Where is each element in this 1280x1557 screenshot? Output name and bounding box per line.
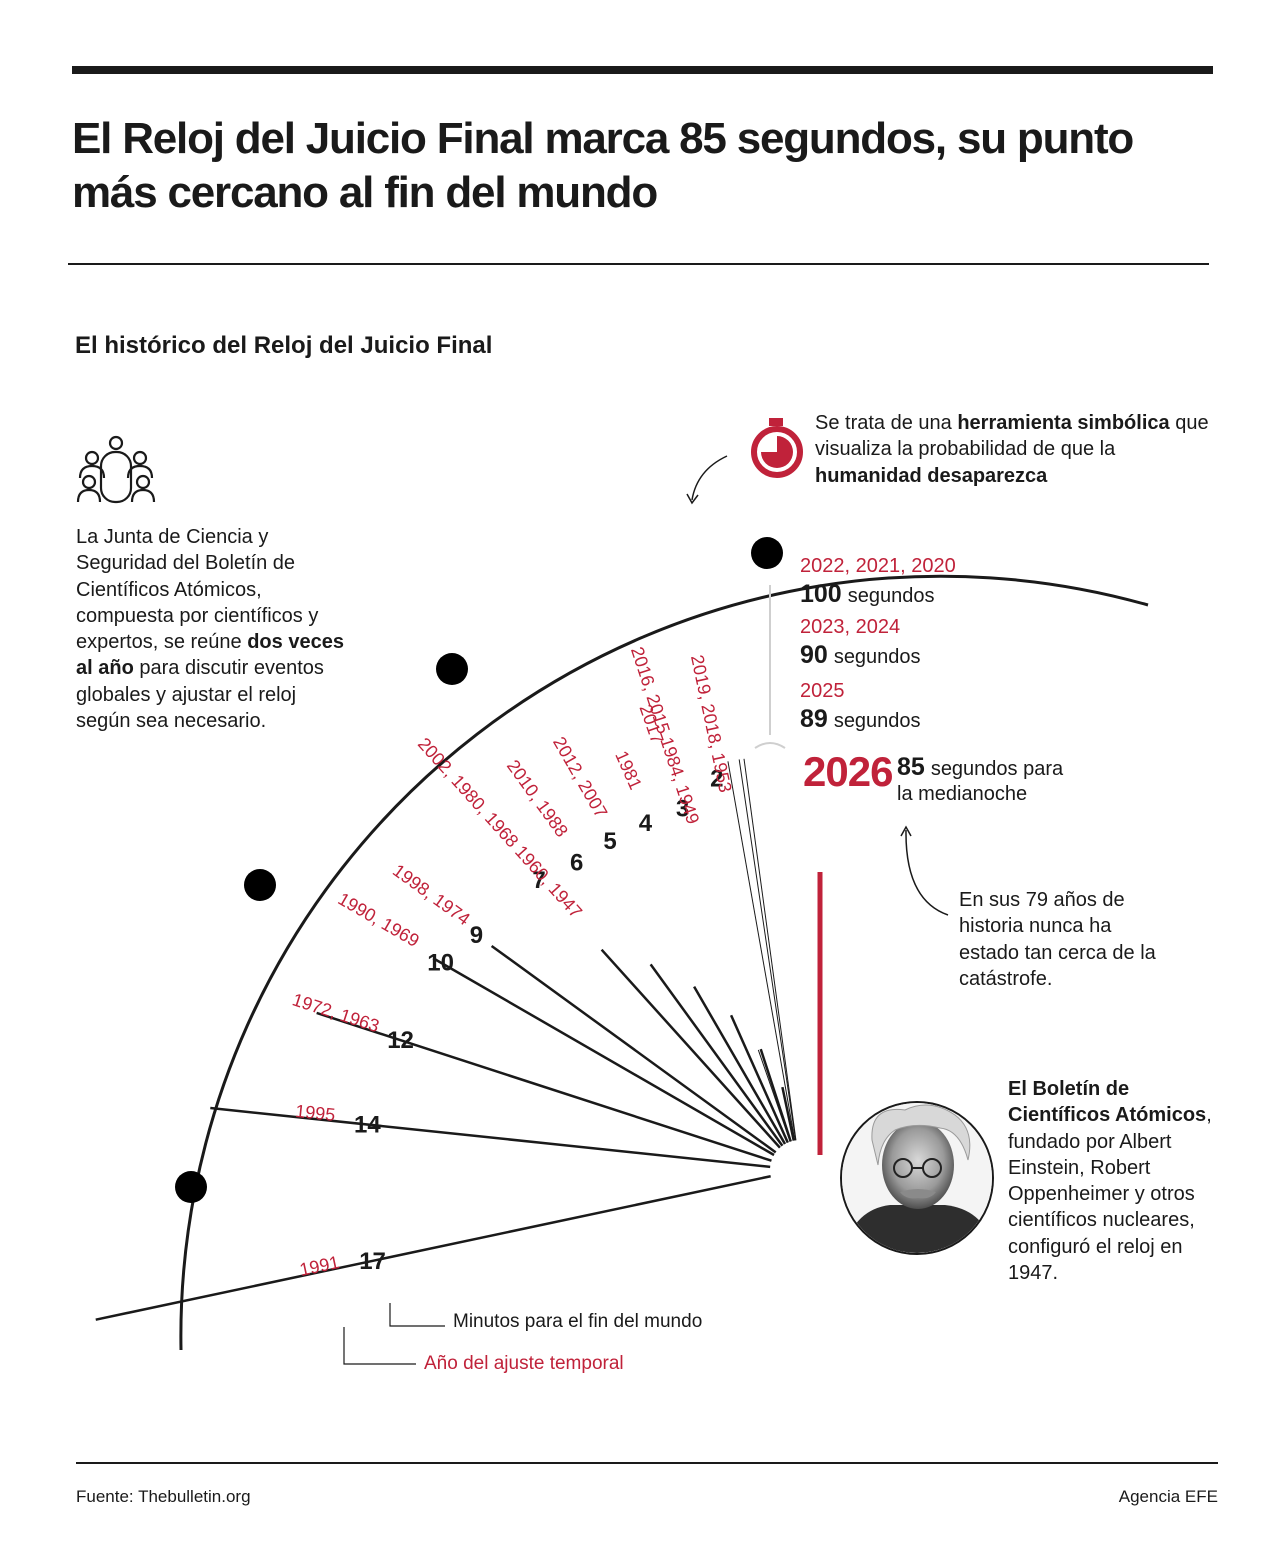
minutes-hand [781, 1086, 795, 1141]
minutes-hand [693, 985, 787, 1145]
minutes-hand [729, 1014, 789, 1144]
legend-minutes: Minutos para el fin del mundo [453, 1311, 702, 1332]
intro-text: La Junta de Ciencia y Seguridad del Bole… [76, 524, 346, 734]
intro-part: La Junta de Ciencia y Seguridad del Bole… [76, 526, 319, 654]
year-label: 1972, 1963 [290, 989, 382, 1036]
minutes-label: 4 [639, 810, 653, 837]
minutes-label: 14 [354, 1112, 381, 1139]
top-rule [72, 66, 1213, 74]
seconds-value-2: 90 segundos [800, 641, 921, 669]
minutes-hand [490, 944, 777, 1154]
seconds-hand [743, 758, 797, 1141]
minutes-hand [210, 1106, 771, 1169]
tool_note-part: humanidad desaparezca [815, 464, 1048, 487]
minutes-label: 2 [710, 766, 723, 793]
minutes-hand [95, 1175, 771, 1321]
seconds-hand [738, 759, 797, 1141]
year-label: 1998, 1974 [389, 860, 474, 929]
title-divider [68, 263, 1209, 265]
footer-divider [76, 1462, 1218, 1464]
tool_note-part: que visualiza la probabilidad de que la [815, 412, 1209, 461]
minutes-hand [757, 1049, 791, 1142]
history-note-arrowhead [900, 825, 912, 837]
minutes-label: 7 [532, 867, 545, 894]
minutes-label: 12 [387, 1027, 414, 1054]
minutes-label: 6 [570, 850, 583, 877]
minutes-hand [432, 957, 775, 1157]
minutes-label: 3 [676, 796, 689, 823]
intro-part: para discutir eventos globales y ajustar… [76, 657, 324, 733]
minutes-label: 10 [427, 950, 454, 977]
albert-einstein-portrait [840, 1101, 994, 1255]
clock-hands [95, 758, 797, 1321]
bulletin_note-part: , fundado por Albert Einstein, Robert Op… [1008, 1104, 1212, 1285]
legend: Minutos para el fin del mundo Año del aj… [343, 1303, 702, 1374]
seconds-annotations: 2022, 2021, 2020 100 segundos 2023, 2024 … [800, 555, 1064, 805]
meeting-people-icon [76, 435, 156, 504]
clock-tick-dot [244, 869, 276, 901]
year-label: 1995 [294, 1101, 336, 1125]
seconds-years-2: 2023, 2024 [800, 616, 900, 638]
history-note-arrow [905, 829, 949, 916]
tool_note-part: herramienta simbólica [957, 412, 1170, 434]
year-label: 2012, 2007 [549, 733, 611, 821]
clock-arc [179, 574, 1149, 1351]
page-title: El Reloj del Juicio Final marca 85 segun… [72, 114, 1134, 217]
seconds-value-1: 100 segundos [800, 580, 934, 608]
clock-tick-dot [436, 653, 468, 685]
clock-tick-dot [175, 1171, 207, 1203]
history-note: En sus 79 años de historia nunca ha esta… [959, 889, 1156, 990]
current-seconds-caption: la medianoche [897, 783, 1027, 805]
intro-part: dos veces al año [76, 631, 344, 680]
seconds-years-1: 2022, 2021, 2020 [800, 555, 956, 577]
tool-note-arrowhead [686, 493, 699, 505]
bulletin_note-part: El Boletín de Científicos Atómicos [1008, 1078, 1207, 1127]
stopwatch-icon [751, 418, 803, 478]
seconds-guide-cap [754, 742, 786, 749]
credit-note: Agencia EFE [1118, 1487, 1218, 1506]
minutes-hand [649, 963, 784, 1147]
seconds-years-3: 2025 [800, 680, 845, 702]
chart-subtitle: El histórico del Reloj del Juicio Final [75, 332, 493, 359]
tool-note-text: Se trata de una herramienta simbólica qu… [815, 410, 1225, 489]
tool-note-arrow [691, 455, 728, 501]
minutes-hand [759, 1048, 792, 1142]
year-label: 1981 [611, 748, 646, 793]
tool_note-part: Se trata de una [815, 412, 958, 434]
year-label: 1991 [298, 1252, 341, 1280]
minutes-hand [316, 1011, 772, 1162]
source-note: Fuente: Thebulletin.org [76, 1487, 251, 1506]
seconds-value-3: 89 segundos [800, 705, 921, 733]
minutes-hand [600, 948, 781, 1149]
minutes-label: 5 [603, 828, 616, 855]
year-label: 1990, 1969 [335, 889, 423, 951]
minutes-label: 9 [470, 922, 483, 949]
clock-tick-dot [751, 537, 783, 569]
legend-year: Año del ajuste temporal [424, 1353, 624, 1374]
current-year: 2026 [803, 748, 892, 795]
bulletin-note: El Boletín de Científicos Atómicos, fund… [1008, 1076, 1223, 1286]
legend-year-connector [343, 1327, 416, 1365]
legend-minutes-connector [389, 1303, 445, 1327]
minutes-label: 17 [359, 1248, 386, 1275]
current-seconds: 85 segundos para [897, 753, 1064, 781]
seconds-hand [727, 761, 796, 1141]
